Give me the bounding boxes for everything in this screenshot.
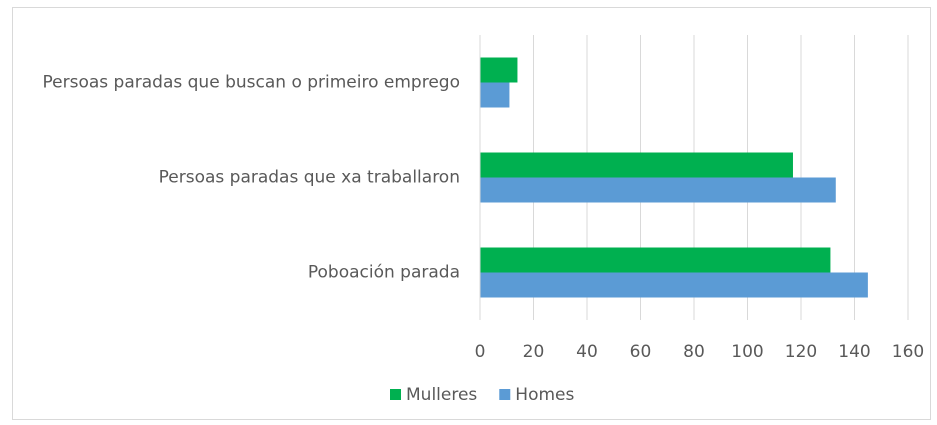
- bar: [480, 272, 868, 298]
- bar: [480, 82, 510, 108]
- bar: [480, 57, 518, 83]
- bar: [480, 177, 836, 203]
- y-tick-label: Poboación parada: [308, 263, 460, 283]
- x-tick-label: 140: [838, 342, 870, 362]
- legend-swatch: [499, 389, 511, 400]
- bar: [480, 247, 831, 273]
- x-tick-label: 80: [683, 342, 705, 362]
- y-tick-label: Persoas paradas que buscan o primeiro em…: [43, 73, 460, 93]
- y-tick-label: Persoas paradas que xa traballaron: [159, 168, 460, 188]
- x-tick-label: 160: [892, 342, 924, 362]
- legend-label: Homes: [515, 385, 574, 405]
- x-tick-label: 20: [523, 342, 545, 362]
- x-tick-label: 60: [630, 342, 652, 362]
- x-tick-label: 100: [731, 342, 763, 362]
- bar: [480, 152, 793, 178]
- chart-border: [12, 7, 931, 420]
- x-tick-label: 0: [475, 342, 486, 362]
- legend-label: Mulleres: [406, 385, 477, 405]
- x-tick-label: 40: [576, 342, 598, 362]
- x-tick-label: 120: [785, 342, 817, 362]
- legend-swatch: [390, 389, 401, 400]
